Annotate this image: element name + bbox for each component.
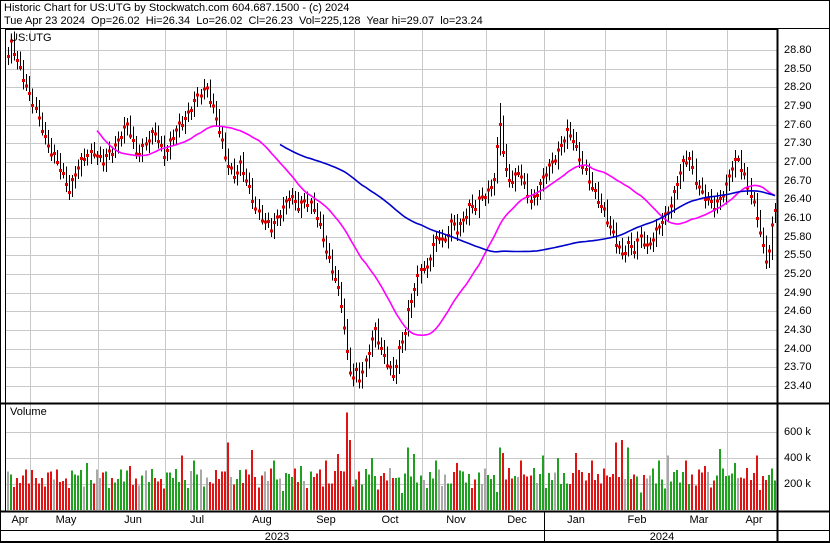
month-label: May [55, 514, 77, 526]
month-label: Dec [507, 514, 527, 526]
month-label: Nov [446, 514, 466, 526]
volume-axis-label: 200 k [784, 478, 811, 490]
month-label: Feb [627, 514, 647, 526]
price-axis-label: 24.90 [784, 287, 812, 299]
price-axis-label: 24.30 [784, 324, 812, 336]
price-axis-label: 27.30 [784, 137, 812, 149]
month-label: Aug [252, 514, 272, 526]
price-axis-label: 26.40 [784, 193, 812, 205]
month-label: Oct [381, 514, 399, 526]
month-label: Jul [189, 514, 205, 526]
month-label: Apr [11, 514, 29, 526]
month-label: Jun [124, 514, 142, 526]
price-axis-label: 28.50 [784, 63, 812, 75]
month-label: Jan [567, 514, 585, 526]
price-axis-label: 28.80 [784, 44, 812, 56]
price-axis-label: 27.90 [784, 100, 812, 112]
symbol-label: US:UTG [10, 32, 52, 44]
price-axis-label: 26.10 [784, 212, 812, 224]
year-label: 2023 [264, 531, 290, 543]
month-label: Sep [316, 514, 336, 526]
price-axis-label: 28.20 [784, 81, 812, 93]
price-axis-label: 27.00 [784, 156, 812, 168]
year-label: 2024 [649, 531, 675, 543]
price-axis-label: 25.50 [784, 249, 812, 261]
price-axis-label: 27.60 [784, 119, 812, 131]
chart-title: Historic Chart for US:UTG by Stockwatch.… [4, 2, 350, 14]
volume-axis-label: 400 k [784, 452, 811, 464]
price-axis-label: 25.80 [784, 231, 812, 243]
volume-pane-title: Volume [10, 406, 47, 418]
price-axis-label: 24.60 [784, 305, 812, 317]
price-axis-label: 24.00 [784, 343, 812, 355]
price-axis-label: 26.70 [784, 175, 812, 187]
month-label: Mar [689, 514, 709, 526]
volume-axis-label: 600 k [784, 426, 811, 438]
price-axis-label: 23.70 [784, 361, 812, 373]
month-label: Apr [745, 514, 763, 526]
quote-summary: Tue Apr 23 2024 Op=26.02 Hi=26.34 Lo=26.… [4, 15, 483, 27]
price-axis-label: 23.40 [784, 380, 812, 392]
price-axis-label: 25.20 [784, 268, 812, 280]
